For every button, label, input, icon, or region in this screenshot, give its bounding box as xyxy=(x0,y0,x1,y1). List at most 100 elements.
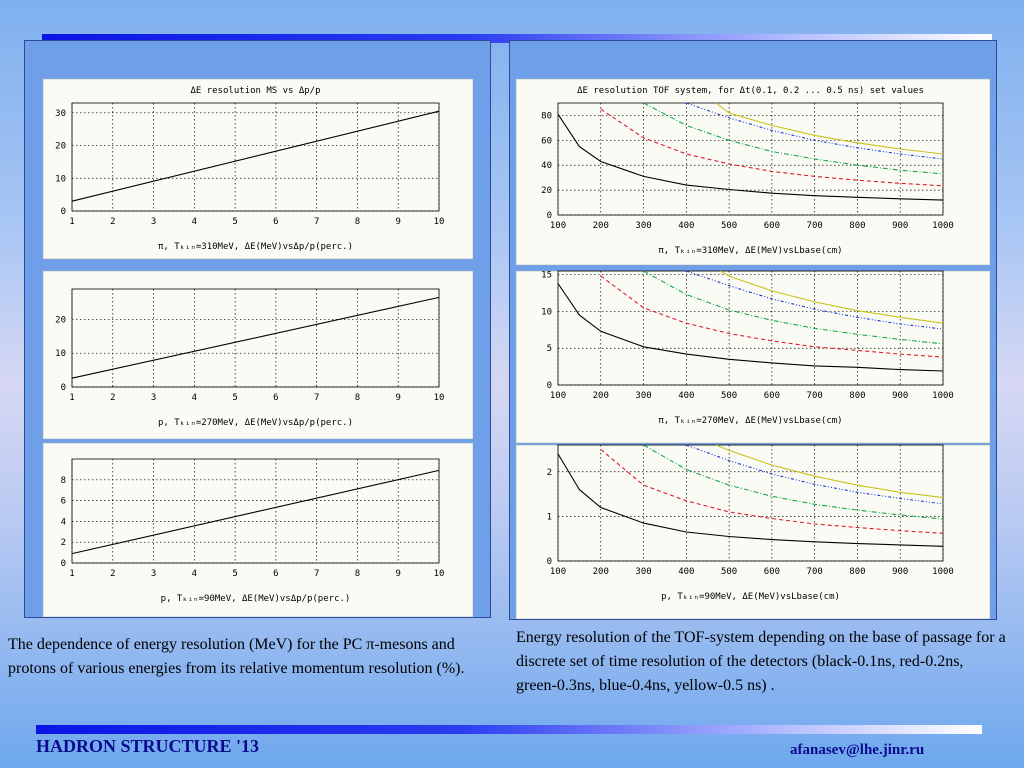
chart-title: ΔE resolution MS vs Δp/p xyxy=(190,86,320,96)
y-tick-label: 10 xyxy=(55,349,66,359)
plot-area xyxy=(71,288,440,388)
x-tick-label: 9 xyxy=(396,393,401,403)
x-tick-label: 10 xyxy=(434,217,445,227)
chart-frame xyxy=(515,78,991,266)
x-tick-label: 600 xyxy=(764,221,780,231)
x-tick-label: 6 xyxy=(273,569,278,579)
chart-frame xyxy=(42,442,474,617)
x-tick-label: 200 xyxy=(593,391,609,401)
series-line-2 xyxy=(600,108,944,187)
series-line-3 xyxy=(643,444,944,520)
top-accent-bar xyxy=(42,34,992,43)
x-tick-label: 100 xyxy=(550,221,566,231)
x-tick-label: 7 xyxy=(314,569,319,579)
x-tick-label: 1000 xyxy=(932,567,954,577)
series-line-1 xyxy=(71,296,440,379)
x-tick-label: 2 xyxy=(110,393,115,403)
x-tick-label: 200 xyxy=(593,221,609,231)
x-tick-label: 4 xyxy=(192,569,197,579)
footer-conference-title: HADRON STRUCTURE '13 xyxy=(36,736,260,756)
x-tick-label: 1000 xyxy=(932,391,954,401)
series-line-5 xyxy=(715,102,944,155)
x-tick-label: 3 xyxy=(151,393,156,403)
x-tick-label: 800 xyxy=(849,567,865,577)
x-tick-label: 5 xyxy=(232,217,237,227)
x-tick-label: 700 xyxy=(807,567,823,577)
y-tick-label: 0 xyxy=(61,207,66,217)
x-tick-label: 600 xyxy=(764,567,780,577)
x-tick-label: 1 xyxy=(69,217,74,227)
y-tick-label: 0 xyxy=(547,211,552,221)
x-tick-label: 6 xyxy=(273,217,278,227)
chart-frame xyxy=(42,270,474,440)
chart-frame xyxy=(515,444,991,619)
y-tick-label: 20 xyxy=(541,186,552,196)
x-tick-label: 900 xyxy=(892,567,908,577)
y-tick-label: 0 xyxy=(547,381,552,391)
chart-4: 100 200 300 400 500 600 700 800 900 1000 0 20 40 60 80… xyxy=(515,78,991,266)
x-tick-label: 9 xyxy=(396,217,401,227)
footer-email: afanasev@lhe.jinr.ru xyxy=(790,742,925,758)
x-tick-label: 700 xyxy=(807,391,823,401)
series-line-4 xyxy=(686,102,944,160)
x-tick-label: 4 xyxy=(192,393,197,403)
series-line-1 xyxy=(71,469,440,555)
series-line-5 xyxy=(720,270,944,324)
x-tick-label: 300 xyxy=(635,567,651,577)
y-tick-label: 2 xyxy=(61,538,66,548)
series-line-1 xyxy=(557,113,944,201)
x-axis-label: π, Tₖᵢₙ=310MeV, ΔE(MeV)vsΔp/p(perc.) xyxy=(158,242,353,252)
chart-1: 1 2 3 4 5 6 7 8 9 10 0 10 20 30 ΔE resolution MS vs Δp… xyxy=(42,78,474,260)
series-line-3 xyxy=(643,102,944,175)
y-tick-label: 10 xyxy=(541,307,552,317)
chart-frame xyxy=(515,270,991,444)
x-tick-label: 400 xyxy=(678,567,694,577)
y-tick-label: 0 xyxy=(547,557,552,567)
x-tick-label: 800 xyxy=(849,391,865,401)
x-tick-label: 10 xyxy=(434,569,445,579)
x-tick-label: 600 xyxy=(764,391,780,401)
chart-6: 100 200 300 400 500 600 700 800 900 1000 0 1 2 p, Tₖᵢ… xyxy=(515,444,991,619)
y-tick-label: 80 xyxy=(541,111,552,121)
x-tick-label: 7 xyxy=(314,393,319,403)
plot-area xyxy=(557,444,944,562)
x-tick-label: 3 xyxy=(151,217,156,227)
series-line-1 xyxy=(71,110,440,202)
x-axis-label: p, Tₖᵢₙ=90MeV, ΔE(MeV)vsLbase(cm) xyxy=(661,592,840,602)
series-line-4 xyxy=(686,270,944,330)
x-tick-label: 300 xyxy=(635,221,651,231)
x-tick-label: 1000 xyxy=(932,221,954,231)
y-tick-label: 10 xyxy=(55,174,66,184)
x-tick-label: 10 xyxy=(434,393,445,403)
x-tick-label: 400 xyxy=(678,221,694,231)
x-tick-label: 5 xyxy=(232,393,237,403)
y-tick-label: 60 xyxy=(541,136,552,146)
y-tick-label: 20 xyxy=(55,142,66,152)
x-tick-label: 8 xyxy=(355,569,360,579)
right-charts-svg: 100 200 300 400 500 600 700 800 900 1000020406080… xyxy=(515,78,991,619)
y-tick-label: 1 xyxy=(547,512,552,522)
chart-3: 1 2 3 4 5 6 7 8 9 10 0 2 4 6 8 p, Tₖᵢₙ=90MeV, ΔE(MeV)vs… xyxy=(42,442,474,617)
x-tick-label: 8 xyxy=(355,393,360,403)
left-chart-panel: 1 2 3 4 5 6 7 8 9 10 0 10 20 30 ΔE resolution MS vs Δp… xyxy=(24,40,491,618)
x-tick-label: 2 xyxy=(110,217,115,227)
x-tick-label: 800 xyxy=(849,221,865,231)
x-tick-label: 6 xyxy=(273,393,278,403)
plot-area xyxy=(557,270,944,386)
x-tick-label: 2 xyxy=(110,569,115,579)
right-chart-panel: 100 200 300 400 500 600 700 800 900 1000 0 20 40 60 80… xyxy=(509,40,997,620)
series-line-5 xyxy=(716,444,944,499)
x-tick-label: 200 xyxy=(593,567,609,577)
y-tick-label: 15 xyxy=(541,271,552,281)
bottom-accent-bar xyxy=(36,725,982,734)
x-tick-label: 5 xyxy=(232,569,237,579)
series-line-2 xyxy=(600,449,944,534)
x-axis-label: p, Tₖᵢₙ=270MeV, ΔE(MeV)vsΔp/p(perc.) xyxy=(158,418,353,428)
y-tick-label: 20 xyxy=(55,315,66,325)
y-tick-label: 4 xyxy=(61,517,66,527)
y-tick-label: 0 xyxy=(61,559,66,569)
y-tick-label: 2 xyxy=(547,468,552,478)
x-axis-label: π, Tₖᵢₙ=310MeV, ΔE(MeV)vsLbase(cm) xyxy=(658,246,842,256)
x-tick-label: 9 xyxy=(396,569,401,579)
